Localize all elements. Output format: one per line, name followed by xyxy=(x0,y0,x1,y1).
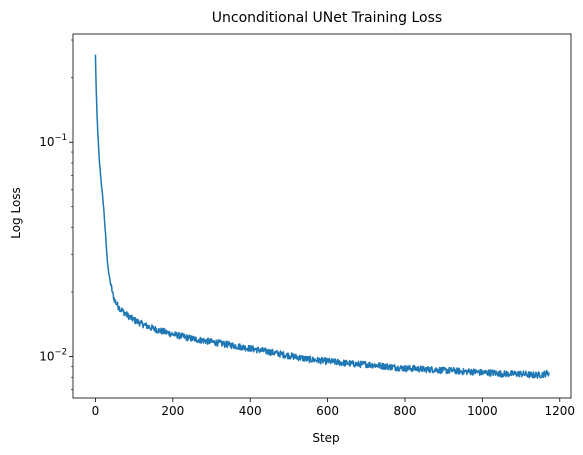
axes: 0 200 400 600 800 1000 1200 10−2 10−1 xyxy=(39,33,576,418)
axes-frame xyxy=(72,33,572,399)
x-tick-label: 200 xyxy=(161,404,184,418)
series-line-0 xyxy=(94,54,550,379)
plot-area xyxy=(94,54,550,379)
x-tick-label: 1000 xyxy=(467,404,498,418)
y-tick-label: 10−1 xyxy=(39,133,67,149)
x-tick-label: 600 xyxy=(316,404,339,418)
y-tick-label: 10−2 xyxy=(39,347,67,363)
x-tick-label: 0 xyxy=(92,404,100,418)
x-tick-label: 800 xyxy=(394,404,417,418)
y-axis-label: Log Loss xyxy=(9,187,23,239)
x-axis-label: Step xyxy=(312,431,339,445)
chart-title: Unconditional UNet Training Loss xyxy=(212,10,442,26)
x-tick-label: 1200 xyxy=(545,404,576,418)
x-tick-label: 400 xyxy=(239,404,262,418)
